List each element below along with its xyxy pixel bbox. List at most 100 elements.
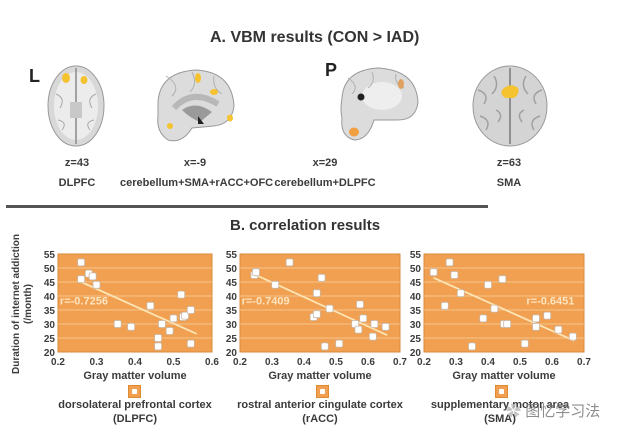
x-tick-label: 0.7	[577, 357, 591, 368]
x-axis-label: Gray matter volume	[268, 370, 371, 382]
watermark-label: 图忆学习法	[525, 403, 601, 420]
data-point	[498, 275, 507, 284]
region-label-line2: (rACC)	[302, 413, 338, 425]
data-point	[92, 280, 101, 289]
scatter-chart-sma: 20 25 30 35 40 45 50 55 0.2 0.3 0.4 0.5 0.6 0.7 Gray m…	[410, 250, 592, 382]
panel-a-title: A. VBM results (CON > IAD)	[210, 29, 420, 46]
regression-line	[80, 281, 197, 335]
slice-region-3: cerebellum+DLPFC	[274, 177, 376, 189]
x-tick-label: 0.2	[417, 357, 431, 368]
y-tick-label: 40	[226, 292, 238, 303]
y-tick-label: 40	[410, 292, 422, 303]
region-label-line1: supplementary motor area	[430, 399, 570, 411]
y-tick-label: 45	[226, 278, 238, 289]
region-label-line1: rostral anterior cingulate cortex	[237, 399, 403, 411]
activation-blob	[80, 76, 88, 84]
data-point	[479, 314, 488, 323]
data-point	[154, 342, 162, 351]
section-divider	[6, 205, 488, 208]
data-point	[186, 306, 195, 314]
y-tick-label: 35	[44, 306, 56, 317]
y-tick-label: 50	[410, 264, 422, 275]
region-label-line1: dorsolateral prefrontal cortex	[58, 399, 212, 411]
brain-sagittal-lateral-image	[340, 67, 419, 141]
x-tick-label: 0.6	[205, 357, 219, 368]
y-tick-label: 40	[44, 292, 56, 303]
data-point	[186, 339, 195, 348]
legend-marker-dlpfc	[128, 385, 141, 398]
region-label-sma: supplementary motor area (SMA)	[420, 398, 580, 426]
watermark-text: ✿ 图忆学习法	[506, 400, 600, 421]
data-point	[450, 271, 459, 279]
data-point	[468, 342, 476, 351]
correlation-annotation: r=-0.7256	[60, 295, 108, 307]
data-point	[165, 327, 174, 335]
data-point	[113, 320, 122, 328]
slice-region-2: cerebellum+SMA+rACC+OFC	[120, 177, 274, 189]
y-tick-label: 55	[226, 250, 238, 261]
y-tick-label: 25	[44, 334, 56, 345]
data-point	[568, 332, 577, 341]
data-point	[88, 272, 97, 281]
x-tick-label: 0.5	[513, 357, 527, 368]
activation-blob	[349, 127, 359, 137]
y-axis-label-line1: Duration of internet addiction	[11, 234, 22, 374]
region-label-dlpfc: dorsolateral prefrontal cortex (DLPFC)	[40, 398, 230, 426]
activation-blob	[501, 85, 519, 98]
data-point	[354, 325, 363, 334]
data-point	[532, 314, 540, 323]
data-point	[127, 322, 136, 331]
data-point	[158, 320, 166, 328]
x-tick-label: 0.5	[329, 357, 343, 368]
data-point	[429, 268, 438, 277]
data-point	[77, 258, 85, 267]
data-point	[325, 304, 334, 313]
y-tick-label: 25	[410, 334, 422, 345]
y-tick-label: 35	[410, 306, 422, 317]
data-point	[490, 304, 499, 313]
activation-blob	[227, 114, 233, 122]
data-point	[359, 314, 368, 323]
correlation-annotation: r=-0.7409	[242, 295, 290, 307]
data-point	[440, 301, 449, 310]
activation-blob	[210, 89, 218, 95]
region-label-line2: (DLPFC)	[113, 413, 157, 425]
y-tick-label: 30	[44, 320, 56, 331]
data-point	[320, 342, 329, 351]
slice-coord-1: z=43	[64, 157, 90, 169]
y-tick-label: 55	[44, 250, 56, 261]
x-tick-label: 0.5	[167, 357, 181, 368]
data-point	[146, 301, 155, 310]
x-tick-label: 0.4	[128, 357, 142, 368]
correlation-annotation: r=-0.6451	[526, 295, 574, 307]
data-point	[169, 314, 178, 323]
plot-area	[57, 253, 213, 353]
data-point	[503, 320, 512, 328]
scatter-chart-racc: 20 25 30 35 40 45 50 55 0.2 0.3 0.4 0.5 0.6 0.7 Gray m…	[226, 250, 408, 382]
slice-coord-4: z=63	[496, 157, 522, 169]
panel-b-title: B. correlation results	[230, 217, 381, 234]
data-point	[252, 268, 260, 277]
y-tick-label: 45	[410, 278, 422, 289]
slice-coord-3: x=29	[312, 157, 338, 169]
data-point	[554, 325, 563, 334]
regression-line	[433, 276, 575, 342]
x-tick-label: 0.6	[361, 357, 375, 368]
x-tick-label: 0.2	[233, 357, 247, 368]
data-point	[356, 300, 364, 309]
data-point	[370, 320, 379, 328]
y-tick-label: 20	[44, 348, 56, 359]
y-tick-label: 45	[44, 278, 56, 289]
slice-region-4: SMA	[496, 177, 522, 189]
data-point	[181, 311, 189, 320]
data-point	[484, 280, 492, 289]
data-point	[543, 311, 552, 320]
x-tick-label: 0.7	[393, 357, 407, 368]
legend-marker-racc	[316, 385, 329, 398]
slice-coord-2: x=-9	[183, 157, 207, 169]
region-label-line2: (SMA)	[484, 413, 516, 425]
orientation-label-posterior: P	[325, 60, 338, 80]
y-tick-label: 20	[226, 348, 238, 359]
y-tick-label: 50	[226, 264, 238, 275]
data-point	[445, 258, 454, 267]
